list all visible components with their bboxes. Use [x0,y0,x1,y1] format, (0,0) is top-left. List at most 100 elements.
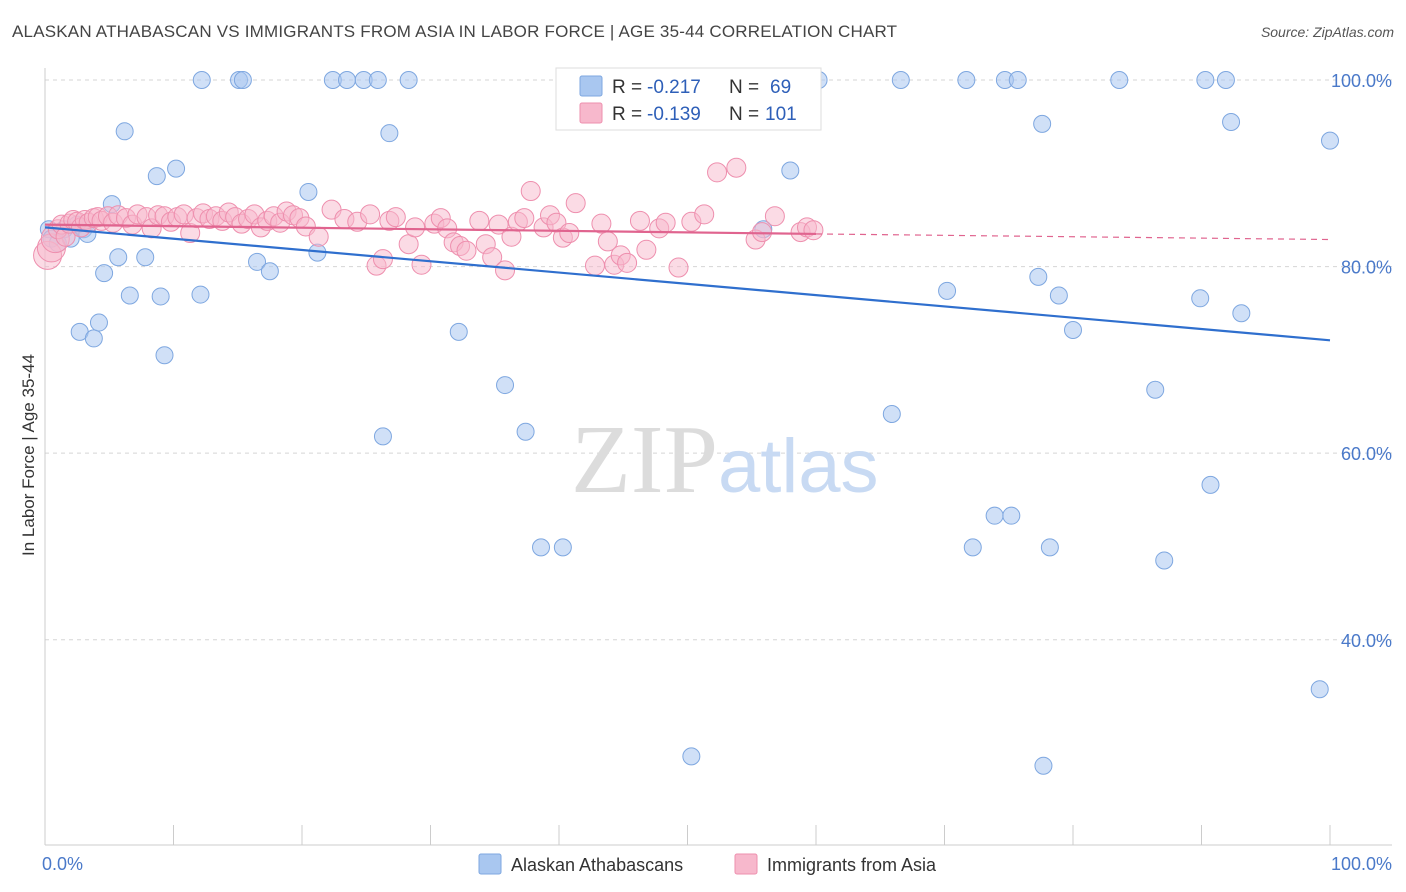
data-point [380,124,399,143]
data-point [89,313,108,332]
data-point [496,376,515,395]
data-point [233,71,252,89]
data-point [248,252,267,271]
trend-line-1 [44,223,817,236]
data-point [469,210,490,231]
data-point [95,264,114,283]
data-point [155,346,174,365]
data-point [584,255,605,276]
data-point [1034,756,1053,775]
data-point [495,260,516,281]
data-point [385,207,406,228]
data-point [308,226,329,247]
watermark-atlas: atlas [718,424,879,509]
data-point [192,71,211,89]
legend-n-value-asia: 101 [765,104,797,125]
legend-n-label-asia: N = [729,104,759,125]
data-point [151,287,170,306]
trend-line-dashed-1 [815,233,1331,241]
trend-lines [44,223,1331,342]
legend-r-value-asia: -0.139 [647,104,701,125]
axes [44,68,1392,846]
data-point [985,506,1004,525]
data-point [456,240,477,261]
data-point [372,249,393,270]
bottom-legend-label-athabascan: Alaskan Athabascans [511,855,683,875]
data-point [617,252,638,273]
data-point [565,193,586,214]
y-tick-label-100: 100.0% [1331,71,1392,91]
data-point [1110,71,1129,89]
data-point [559,223,580,243]
data-point [1008,71,1027,89]
data-point [694,204,715,225]
data-point [516,422,535,441]
data-point [1196,71,1215,89]
data-point [752,222,773,243]
data-point [803,220,824,241]
data-point [299,182,318,201]
data-point [963,538,982,557]
data-point [629,210,650,231]
data-point [1033,114,1052,133]
data-point [764,206,785,227]
data-point [520,181,541,202]
y-tick-label-40: 40.0% [1341,631,1392,651]
data-point [1191,289,1210,308]
data-point [398,234,419,255]
data-point [1321,131,1339,150]
data-point [1222,112,1241,131]
data-point [109,248,128,267]
x-tick-label-max: 100.0% [1331,854,1392,874]
bottom-legend-swatch-athabascan [478,853,502,875]
data-point [882,404,901,423]
source-label: Source: ZipAtlas.com [1260,24,1394,40]
data-point [891,71,910,89]
bottom-legend-swatch-asia [734,853,758,875]
tick-labels: 40.0% 60.0% 80.0% 100.0% 0.0% 100.0% [42,71,1392,874]
data-point [1002,506,1021,525]
y-tick-label-60: 60.0% [1341,444,1392,464]
x-tick-label-min: 0.0% [42,854,83,874]
bottom-legend: Alaskan Athabascans Immigrants from Asia [478,853,937,875]
data-point [167,159,186,178]
data-point [781,161,800,180]
data-point [449,322,468,341]
chart-title: ALASKAN ATHABASCAN VS IMMIGRANTS FROM AS… [12,22,898,41]
data-point [1064,321,1082,340]
data-point [191,285,210,304]
data-point [938,281,957,300]
data-points [33,71,1339,775]
data-point [726,157,747,178]
data-point [399,71,418,89]
data-point [514,208,535,229]
data-point [411,254,432,275]
y-tick-label-80: 80.0% [1341,258,1392,278]
data-point [1155,551,1174,570]
data-point [120,286,139,305]
data-point [84,329,103,348]
data-point [147,167,166,186]
watermark-zip: ZIP [571,406,718,514]
bottom-legend-label-asia: Immigrants from Asia [767,855,937,875]
data-point [957,71,976,89]
data-point [1029,267,1048,286]
legend: R = -0.217 N = 69 R = -0.139 N = 101 [555,67,822,131]
data-point [591,213,612,234]
legend-r-label-athabascan: R = [612,77,642,98]
data-point [1201,475,1220,494]
legend-swatch-athabascan [579,75,603,97]
legend-r-value-athabascan: -0.217 [647,77,701,98]
data-point [1049,286,1068,305]
data-point [682,747,701,766]
y-axis-label: In Labor Force | Age 35-44 [19,354,38,556]
watermark: ZIP atlas [571,406,879,514]
data-point [405,217,426,238]
data-point [636,239,657,260]
legend-r-label-asia: R = [612,104,642,125]
legend-n-label-athabascan: N = [729,77,759,98]
data-point [668,257,689,278]
data-point [707,162,728,183]
data-point [368,71,387,89]
